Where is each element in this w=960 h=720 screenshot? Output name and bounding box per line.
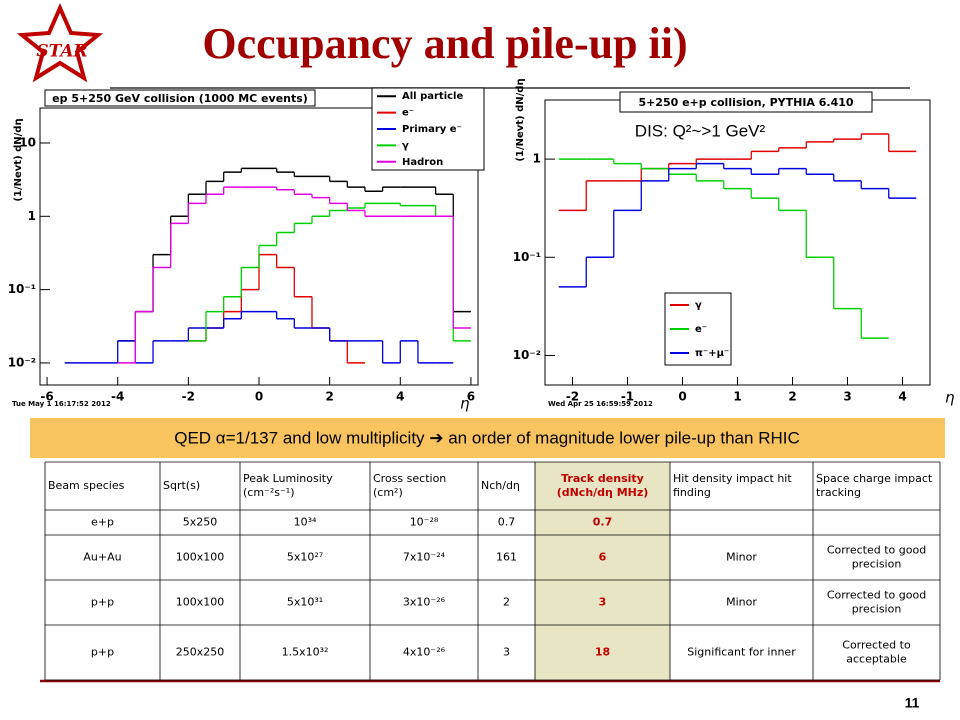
table-cell: 10³⁴ xyxy=(294,516,317,529)
table-header: Track density (dNch/dη MHz) xyxy=(557,472,649,499)
table-cell: Significant for inner xyxy=(687,646,796,659)
legend-label: All particle xyxy=(402,91,463,102)
x-tick-label: -1 xyxy=(621,390,634,404)
table-cell: 5x250 xyxy=(183,516,218,529)
y-tick-label: 1 xyxy=(533,152,541,166)
y-tick-label: 10⁻¹ xyxy=(8,282,36,296)
timestamp: Tue May 1 16:17:52 2012 xyxy=(12,400,111,408)
x-tick-label: -2 xyxy=(182,390,195,404)
x-tick-label: 1 xyxy=(733,390,741,404)
y-tick-label: 1 xyxy=(28,209,36,223)
table-cell: e+p xyxy=(91,516,114,529)
x-axis-label: η xyxy=(460,395,470,413)
timestamp: Wed Apr 25 16:59:59 2012 xyxy=(548,400,653,408)
x-tick-label: 0 xyxy=(678,390,686,404)
plot-title: 5+250 e+p collision, PYTHIA 6.410 xyxy=(638,96,853,109)
table-header: Beam species xyxy=(48,479,125,492)
x-tick-label: -2 xyxy=(566,390,579,404)
x-tick-label: 6 xyxy=(467,390,475,404)
table-header: Sqrt(s) xyxy=(163,479,200,492)
legend-label: e⁻ xyxy=(402,108,414,119)
table-cell: Minor xyxy=(726,596,757,609)
y-tick-label: 10 xyxy=(19,135,36,149)
table-cell: 2 xyxy=(503,596,510,609)
track-density-column xyxy=(535,462,670,680)
table-cell: 3x10⁻²⁶ xyxy=(403,596,446,609)
table-cell: 10⁻²⁸ xyxy=(410,516,439,529)
table-cell: Corrected to acceptable xyxy=(842,639,911,666)
logo-text: STAR xyxy=(36,42,87,62)
x-tick-label: 0 xyxy=(255,390,263,404)
table-cell: 161 xyxy=(496,551,517,564)
legend-label: γ xyxy=(402,140,409,151)
plot-title-box xyxy=(619,91,873,113)
table-cell: p+p xyxy=(91,596,114,609)
legend-label: γ xyxy=(695,300,702,311)
table-cell: p+p xyxy=(91,646,114,659)
table-header: Cross section (cm²) xyxy=(373,472,446,499)
table-cell: 5x10³¹ xyxy=(287,596,323,609)
table-cell: 0.7 xyxy=(593,516,613,529)
plot-title: ep 5+250 GeV collision (1000 MC events) xyxy=(52,92,308,105)
x-tick-label: 2 xyxy=(788,390,796,404)
x-axis-label: η xyxy=(945,389,955,407)
slide-title: Occupancy and pile-up ii) xyxy=(202,19,687,68)
annotation: DIS: Q²~>1 GeV² xyxy=(635,121,766,140)
y-tick-label: 10⁻² xyxy=(8,355,36,369)
y-axis-label: (1/Nevt) dN/dη xyxy=(515,78,526,161)
table-cell: 4x10⁻²⁶ xyxy=(403,646,446,659)
x-tick-label: -6 xyxy=(40,390,53,404)
table-cell: 18 xyxy=(595,646,610,659)
table-cell: Corrected to good precision xyxy=(827,544,926,571)
table-cell: 3 xyxy=(599,596,607,609)
legend-label: π⁻+μ⁻ xyxy=(695,348,729,359)
y-tick-label: 10⁻² xyxy=(513,348,541,362)
x-tick-label: 2 xyxy=(325,390,333,404)
table-cell: 0.7 xyxy=(498,516,516,529)
legend-label: e⁻ xyxy=(695,324,707,335)
legend-label: Hadron xyxy=(402,157,443,168)
table-header: Peak Luminosity (cm⁻²s⁻¹) xyxy=(243,472,333,499)
plot-frame xyxy=(544,99,931,386)
x-tick-label: 3 xyxy=(843,390,851,404)
table-cell: 100x100 xyxy=(176,551,225,564)
table-header: Nch/dη xyxy=(481,479,520,492)
table-cell: Minor xyxy=(726,551,757,564)
banner-box xyxy=(30,418,945,458)
y-axis-label: (1/Nevt) dN/dη xyxy=(13,118,24,201)
plot-title-box xyxy=(44,89,316,107)
table-cell: 7x10⁻²⁴ xyxy=(403,551,446,564)
table-header: Hit density impact hit finding xyxy=(673,472,792,499)
x-tick-label: 4 xyxy=(396,390,404,404)
table-cell: 6 xyxy=(599,551,607,564)
table-cell: 100x100 xyxy=(176,596,225,609)
logo-star xyxy=(16,3,104,83)
table-cell: 3 xyxy=(503,646,510,659)
table-cell: 5x10²⁷ xyxy=(287,551,323,564)
table-cell: Au+Au xyxy=(83,551,121,564)
table-cell: 250x250 xyxy=(176,646,225,659)
x-tick-label: -4 xyxy=(111,390,124,404)
legend-label: Primary e⁻ xyxy=(402,124,462,135)
x-tick-label: 4 xyxy=(898,390,906,404)
table-cell: 1.5x10³² xyxy=(282,646,329,659)
table-cell: Corrected to good precision xyxy=(827,589,926,616)
banner-text: QED α=1/137 and low multiplicity ➔ an or… xyxy=(174,428,800,447)
table-header: Space charge impact tracking xyxy=(816,472,933,499)
y-tick-label: 10⁻¹ xyxy=(513,250,541,264)
page-number: 11 xyxy=(905,695,920,711)
